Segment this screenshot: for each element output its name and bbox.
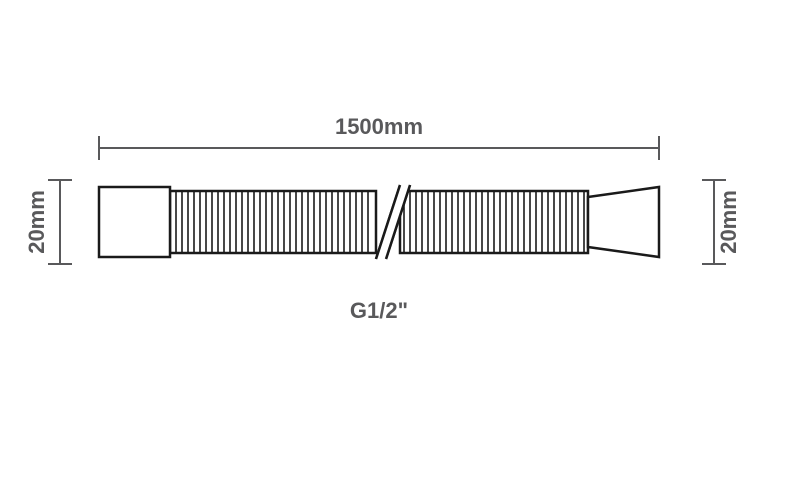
dim-label-right-height: 20mm [716, 190, 741, 254]
dim-label-left-height: 20mm [24, 190, 49, 254]
hose-dimension-diagram: 1500mm 20mm 20mm G1/2" [0, 0, 790, 500]
right-fitting [588, 187, 659, 257]
dim-label-length: 1500mm [335, 114, 423, 139]
thread-label: G1/2" [350, 298, 408, 323]
left-fitting [99, 187, 170, 257]
hose-segment-left [170, 191, 376, 253]
break-gap [376, 183, 410, 261]
